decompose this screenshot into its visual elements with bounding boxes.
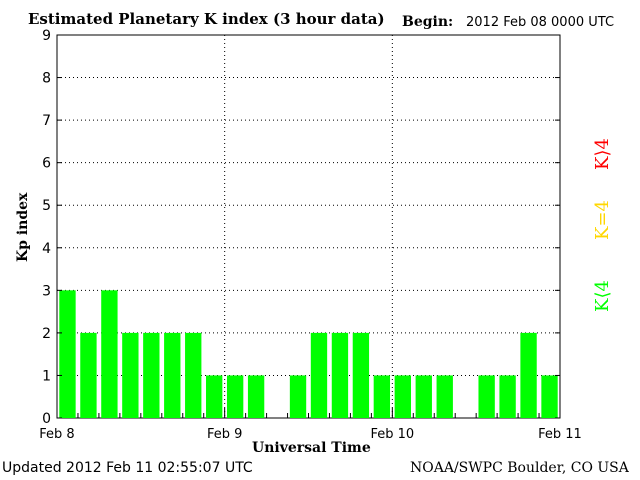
y-tick-label: 6: [42, 156, 51, 172]
kp-bar: [499, 375, 516, 418]
kp-bar: [122, 332, 139, 418]
kp-bar: [226, 375, 244, 418]
kp-bar: [101, 290, 118, 418]
kp-bar: [185, 332, 202, 418]
kp-bar: [415, 375, 432, 418]
x-tick-label: Feb 11: [538, 427, 582, 442]
y-tick-label: 3: [42, 283, 51, 299]
kp-bar: [373, 375, 391, 418]
credit-label: NOAA/SWPC Boulder, CO USA: [410, 460, 629, 476]
legend-k-below-4: K⟨4: [592, 280, 613, 312]
kp-bar: [247, 375, 265, 418]
kp-bar: [164, 332, 181, 418]
kp-bar: [59, 290, 76, 418]
x-axis-label: Universal Time: [252, 440, 371, 456]
begin-label: Begin:: [402, 14, 454, 30]
x-tick-label: Feb 8: [39, 427, 74, 442]
y-tick-label: 2: [42, 326, 51, 342]
legend-k-above-4: K⟩4: [592, 138, 613, 170]
x-tick-label: Feb 9: [207, 427, 242, 442]
x-tick-label: Feb 10: [370, 427, 414, 442]
kp-bar: [520, 332, 537, 418]
kp-bar: [143, 332, 160, 418]
updated-timestamp: Updated 2012 Feb 11 02:55:07 UTC: [2, 460, 253, 476]
kp-bar: [289, 375, 307, 418]
y-tick-label: 0: [42, 411, 51, 427]
y-axis-label: Kp index: [15, 192, 31, 262]
kp-bar: [80, 332, 97, 418]
legend-k-equal-4: K=4: [592, 200, 613, 240]
kp-bar: [206, 375, 223, 418]
kp-bar: [436, 375, 453, 418]
kp-bar: [541, 375, 558, 418]
kp-bar: [310, 332, 328, 418]
kp-bar: [478, 375, 495, 418]
y-tick-label: 9: [42, 28, 51, 44]
y-tick-label: 7: [42, 113, 51, 129]
y-tick-label: 8: [42, 71, 51, 87]
kp-bar: [331, 332, 349, 418]
y-tick-label: 5: [42, 198, 51, 214]
y-tick-label: 1: [42, 368, 51, 384]
y-tick-label: 4: [42, 241, 51, 257]
chart-title: Estimated Planetary K index (3 hour data…: [28, 10, 385, 28]
kp-bar: [352, 332, 370, 418]
begin-value: 2012 Feb 08 0000 UTC: [466, 15, 615, 30]
kp-bar: [394, 375, 411, 418]
